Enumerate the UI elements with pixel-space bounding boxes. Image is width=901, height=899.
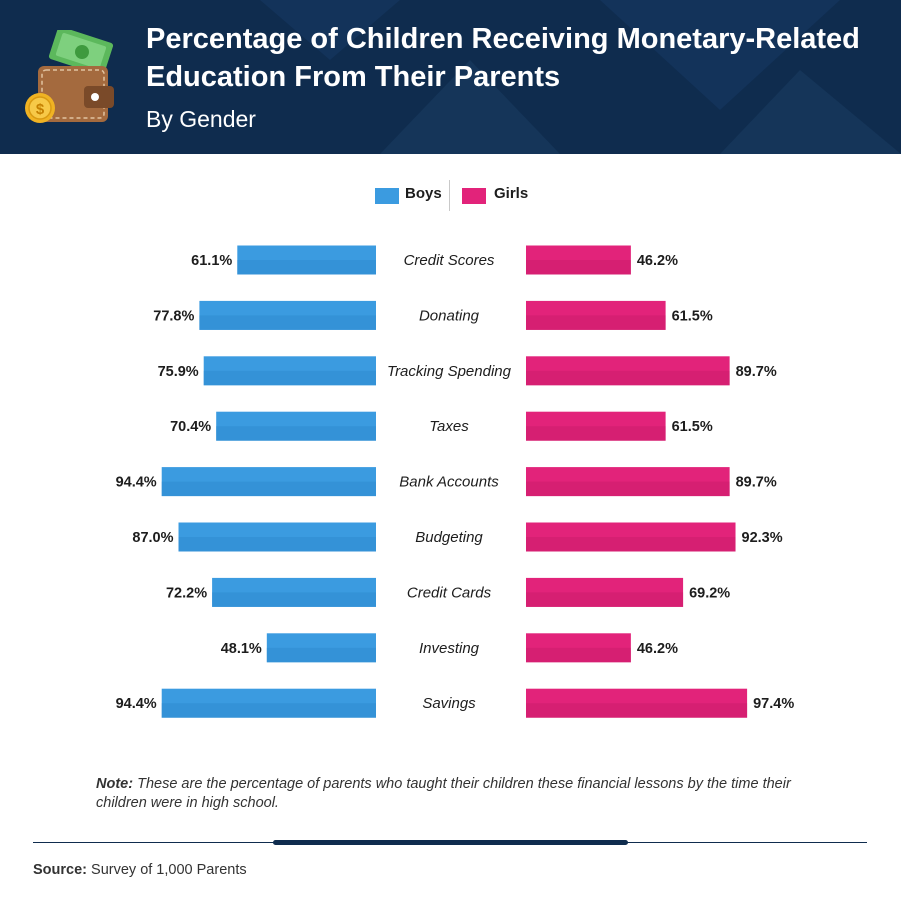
label-girls-0: 46.2% (637, 253, 678, 269)
category-label-0: Credit Scores (404, 252, 495, 269)
butterfly-bar-chart: 61.1% 46.2% Credit Scores 77.8% 61.5% Donatin… (116, 245, 794, 718)
category-label-1: Donating (419, 307, 480, 324)
label-girls-1: 61.5% (672, 308, 713, 324)
bar-boys-shade-3 (216, 426, 376, 441)
category-label-8: Savings (422, 695, 476, 712)
label-girls-2: 89.7% (736, 364, 777, 380)
label-boys-0: 61.1% (191, 253, 232, 269)
label-girls-8: 97.4% (753, 696, 794, 712)
bar-boys-shade-0 (237, 260, 376, 275)
note-prefix: Note: (96, 776, 134, 792)
legend-swatch-girls (462, 188, 486, 204)
bar-girls-8 (526, 688, 748, 718)
label-boys-6: 72.2% (166, 585, 207, 601)
bar-girls-7 (526, 633, 631, 663)
bar-girls-5 (526, 522, 736, 552)
label-girls-3: 61.5% (672, 419, 713, 435)
label-girls-7: 46.2% (637, 641, 678, 657)
category-label-3: Taxes (429, 418, 469, 435)
bar-boys-shade-4 (161, 481, 376, 497)
note-text: These are the percentage of parents who … (96, 776, 791, 811)
bar-girls-6 (526, 577, 684, 607)
legend-label-girls: Girls (494, 185, 529, 202)
bar-boys-shade-2 (203, 370, 376, 386)
legend-label-boys: Boys (405, 185, 442, 202)
source-text: Survey of 1,000 Parents (91, 862, 247, 878)
label-boys-2: 75.9% (158, 364, 199, 380)
category-label-5: Budgeting (415, 529, 483, 546)
label-girls-6: 69.2% (689, 585, 730, 601)
label-girls-5: 92.3% (742, 530, 783, 546)
bar-girls-shade-8 (526, 703, 748, 718)
label-boys-3: 70.4% (170, 419, 211, 435)
bar-girls-shade-2 (526, 370, 730, 386)
page-title: Percentage of Children Receiving Monetar… (146, 23, 860, 93)
chart-note: Note: These are the percentage of parent… (96, 775, 816, 813)
cash-icon (48, 30, 114, 76)
bar-girls-0 (526, 245, 631, 275)
bar-girls-shade-1 (526, 315, 666, 330)
bar-girls-shade-5 (526, 537, 736, 552)
chart-legend: Boys Girls (0, 180, 901, 212)
bar-boys-shade-1 (199, 315, 376, 330)
footer-rule-accent (273, 840, 628, 845)
label-boys-4: 94.4% (116, 475, 157, 491)
bar-girls-1 (526, 300, 666, 330)
bar-boys-shade-8 (161, 703, 376, 718)
category-label-4: Bank Accounts (399, 474, 499, 491)
bar-girls-3 (526, 411, 666, 441)
bar-girls-4 (526, 467, 730, 497)
legend-swatch-boys (375, 188, 399, 204)
legend-divider (449, 180, 450, 211)
label-girls-4: 89.7% (736, 475, 777, 491)
bar-boys-shade-5 (178, 537, 376, 552)
svg-text:$: $ (36, 101, 45, 118)
source-prefix: Source: (33, 862, 87, 878)
category-label-2: Tracking Spending (387, 363, 512, 380)
bar-girls-shade-7 (526, 647, 631, 663)
label-boys-1: 77.8% (153, 308, 194, 324)
category-label-7: Investing (419, 640, 480, 657)
label-boys-7: 48.1% (221, 641, 262, 657)
header-decoration (260, 0, 901, 154)
bar-girls-shade-0 (526, 260, 631, 275)
header-banner: $ Percentage of Children Receiving Monet… (0, 0, 901, 154)
bar-girls-shade-4 (526, 481, 730, 497)
bar-boys-shade-7 (266, 647, 376, 663)
bar-girls-shade-3 (526, 426, 666, 441)
category-label-6: Credit Cards (407, 584, 492, 601)
page-subtitle: By Gender (146, 106, 256, 132)
bar-girls-shade-6 (526, 592, 684, 607)
source-line: Source: Survey of 1,000 Parents (33, 862, 247, 878)
bar-boys-shade-6 (212, 592, 376, 607)
wallet-icon: $ (25, 30, 114, 123)
dollar-coin-icon: $ (25, 93, 55, 123)
label-boys-5: 87.0% (132, 530, 173, 546)
label-boys-8: 94.4% (116, 696, 157, 712)
bar-girls-2 (526, 356, 730, 386)
